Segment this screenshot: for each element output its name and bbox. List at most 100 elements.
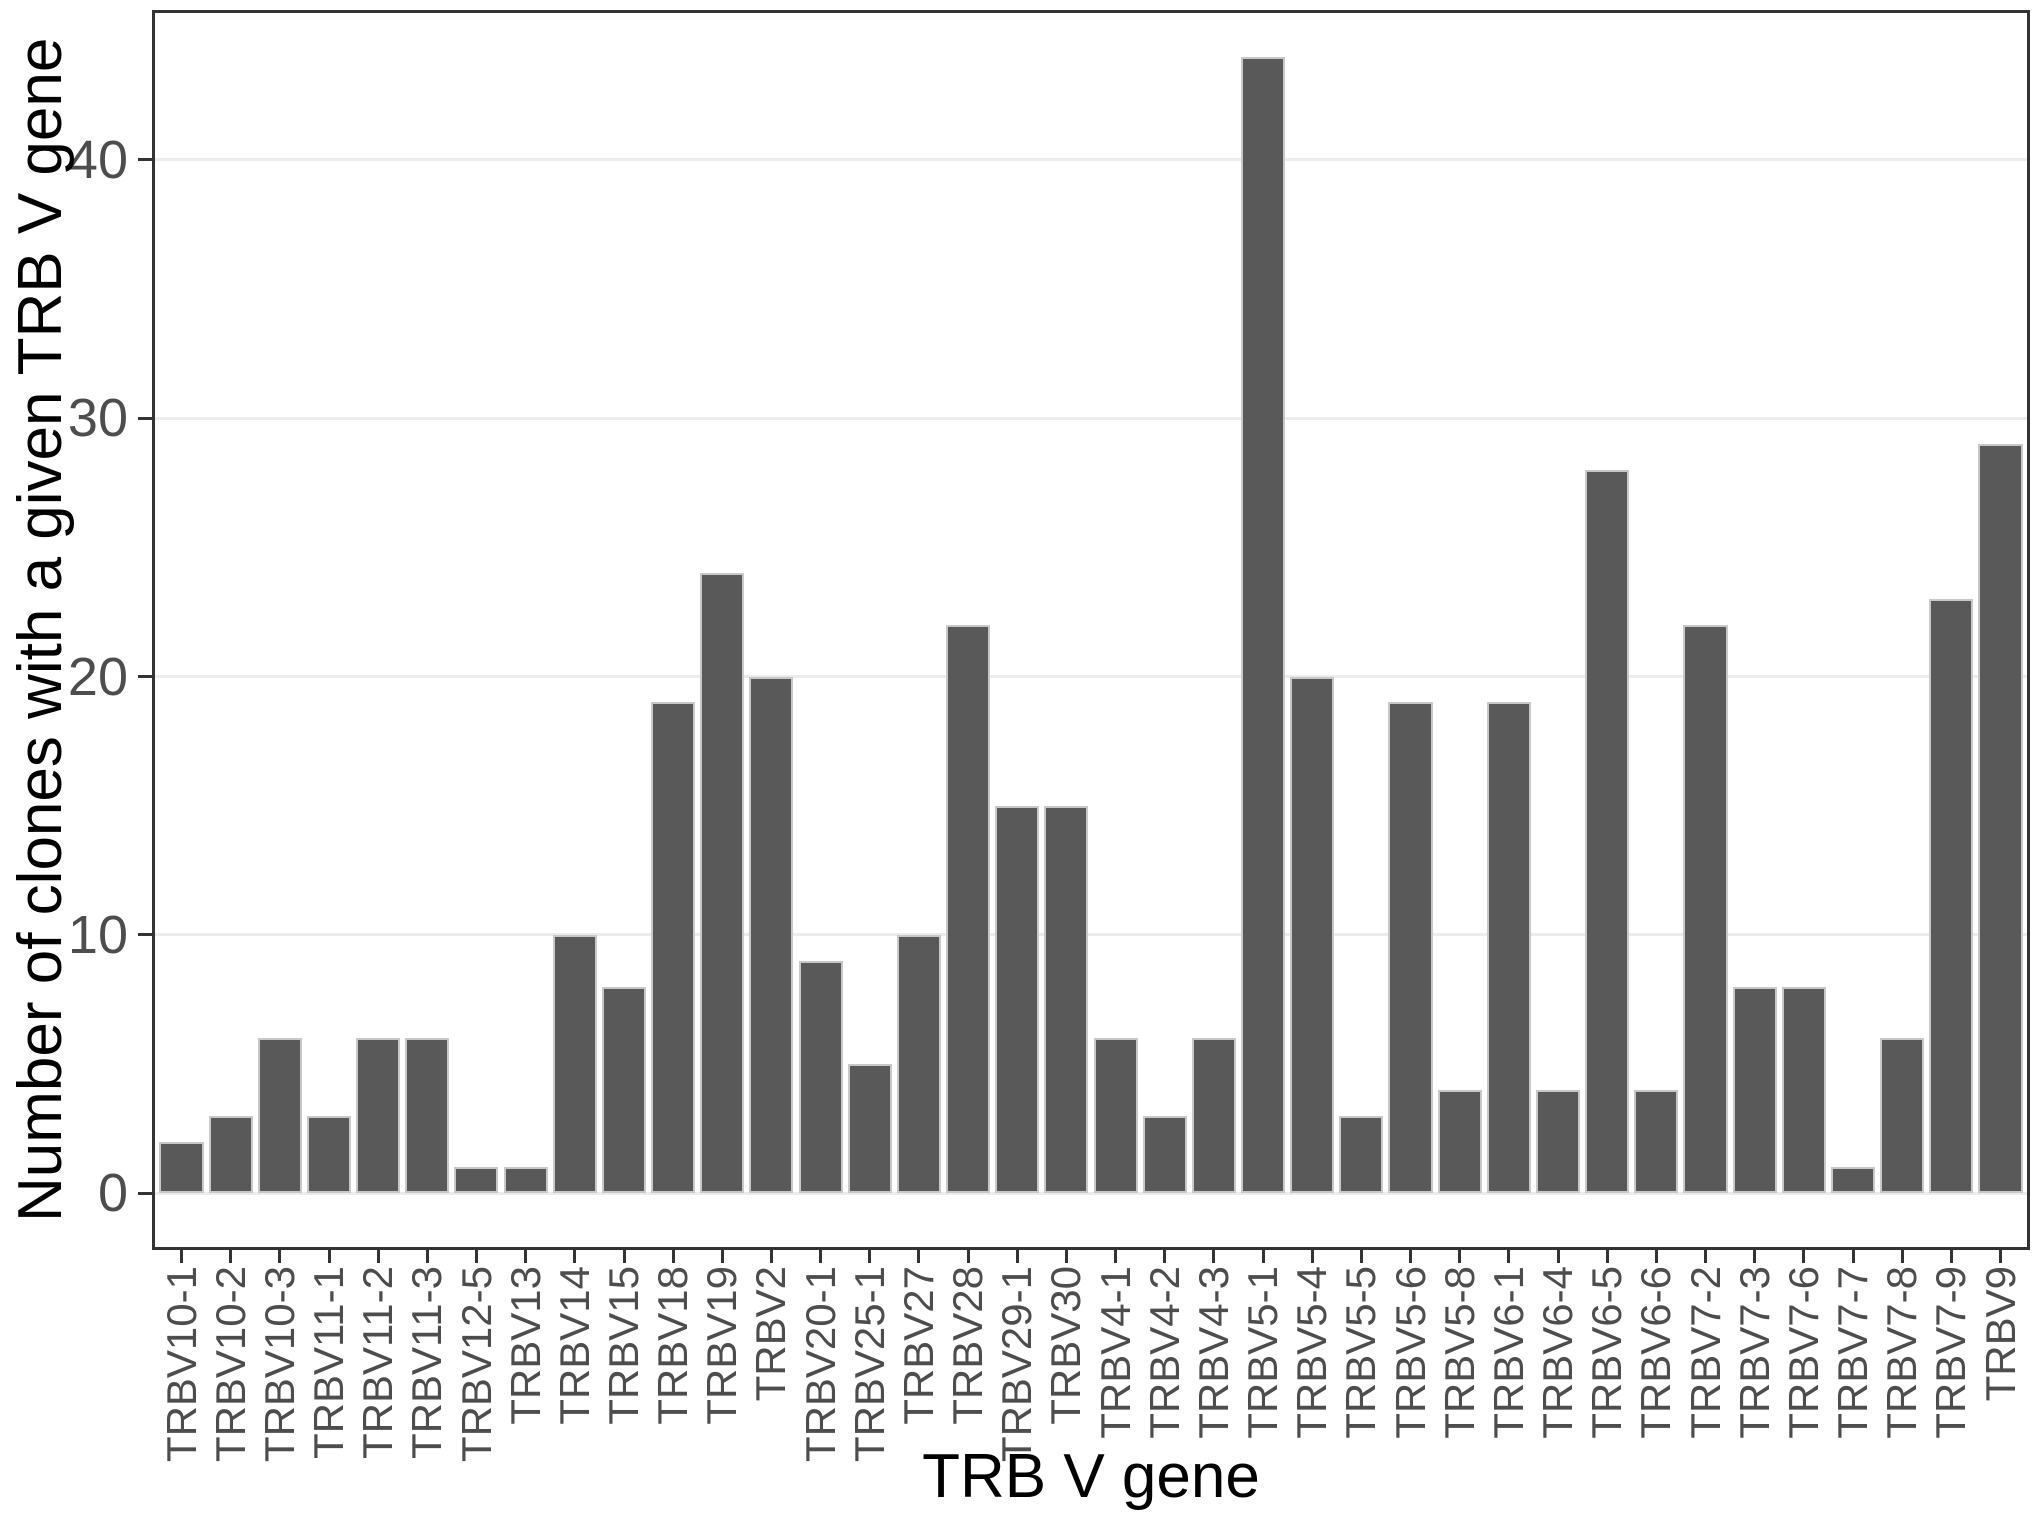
x-tick-label: TRBV2 [747,1266,795,1402]
x-tick-mark [1556,1250,1560,1263]
bar [356,1038,401,1194]
x-tick-label: TRBV11-1 [305,1266,352,1459]
bar [1634,1089,1679,1194]
y-tick-label: 10 [67,904,128,965]
bar [798,960,843,1194]
x-tick-label: TRBV5-1 [1239,1266,1287,1439]
bar [405,1038,450,1194]
bar [1732,986,1777,1194]
x-tick-label: TRBV28 [944,1266,992,1425]
x-tick-label: TRBV7-3 [1730,1266,1778,1439]
bar [503,1167,548,1194]
x-tick-mark [1015,1250,1019,1263]
bar [208,1115,253,1194]
x-tick-label: TRBV4-3 [1189,1266,1237,1439]
x-tick-label: TRBV7-8 [1878,1266,1926,1439]
bar [1535,1089,1581,1194]
bar [1683,624,1728,1194]
x-tick-mark [769,1250,773,1263]
x-tick-label: TRBV10-2 [206,1266,254,1463]
x-tick-label: TRBV6-6 [1632,1266,1680,1439]
bar [946,624,991,1194]
bar [700,573,745,1194]
x-tick-label: TRBV7-9 [1927,1266,1975,1439]
x-tick-mark [1802,1250,1806,1263]
x-tick-label: TRBV6-1 [1484,1266,1532,1439]
bar [306,1115,352,1194]
x-tick-label: TRBV11-3 [403,1266,451,1459]
bar [1978,444,2023,1194]
x-tick-label: TRBV20-1 [796,1266,844,1463]
bar [1093,1038,1138,1194]
x-tick-label: TRBV11-2 [354,1266,402,1459]
y-tick-mark [138,933,152,937]
bar [1290,676,1335,1194]
bar [651,702,696,1194]
bar [1830,1167,1876,1194]
x-tick-mark [1949,1250,1953,1263]
x-tick-label: TRBV19 [698,1266,746,1425]
y-tick-mark [138,416,152,420]
bar [159,1141,204,1194]
x-tick-label: TRBV7-6 [1779,1266,1827,1439]
y-gridline [152,933,2030,937]
y-tick-label: 30 [67,388,128,449]
bar [552,934,597,1194]
bar [847,1064,892,1194]
y-axis-title: Number of clones with a given TRB V gene [6,37,75,1223]
x-tick-mark [1163,1250,1167,1263]
y-tick-mark [138,1191,152,1195]
x-tick-label: TRBV12-5 [452,1266,500,1463]
x-tick-label: TRBV7-7 [1829,1266,1876,1439]
x-tick-mark [180,1250,183,1263]
x-tick-mark [475,1250,478,1263]
bar [1929,599,1974,1194]
x-tick-mark [278,1250,282,1263]
y-gridline [152,675,2030,678]
y-gridline [152,158,2030,162]
x-tick-label: TRBV18 [649,1266,697,1425]
x-tick-mark [1999,1250,2002,1263]
x-tick-label: TRBV4-1 [1091,1266,1139,1439]
bar [1437,1089,1482,1194]
x-tick-label: TRBV10-3 [255,1266,303,1463]
x-tick-mark [868,1250,872,1263]
y-tick-label: 40 [67,129,128,190]
x-tick-label: TRBV30 [1042,1266,1090,1425]
x-tick-mark [1654,1250,1658,1263]
bar [1142,1115,1187,1194]
x-tick-label: TRBV4-2 [1140,1266,1188,1439]
x-tick-mark [376,1250,380,1263]
bar [1240,56,1286,1194]
x-tick-label: TRBV7-2 [1681,1266,1729,1439]
x-tick-label: TRBV9 [1976,1266,2024,1402]
x-tick-label: TRBV27 [894,1266,942,1425]
x-tick-mark [1409,1250,1413,1263]
bar [896,934,941,1194]
x-tick-mark [327,1250,331,1263]
x-tick-mark [1261,1250,1265,1263]
x-tick-mark [720,1250,724,1263]
bar [454,1167,499,1194]
x-tick-label: TRBV14 [550,1266,598,1425]
x-tick-mark [1064,1250,1068,1263]
x-tick-mark [819,1250,823,1263]
x-tick-label: TRBV5-8 [1435,1266,1483,1439]
x-tick-mark [966,1250,970,1263]
bar [1585,469,1630,1194]
bar [257,1038,302,1194]
x-tick-mark [229,1250,233,1263]
x-tick-mark [1851,1250,1855,1263]
x-tick-mark [1753,1250,1757,1263]
x-tick-label: TRBV6-5 [1583,1266,1631,1439]
x-tick-mark [573,1250,577,1263]
bar [1781,986,1826,1194]
x-tick-mark [1900,1250,1904,1263]
bar [1044,805,1089,1194]
bar [749,676,794,1194]
bar [1191,1038,1236,1194]
bar [1486,702,1531,1194]
y-tick-mark [138,158,152,162]
bar [995,805,1040,1194]
